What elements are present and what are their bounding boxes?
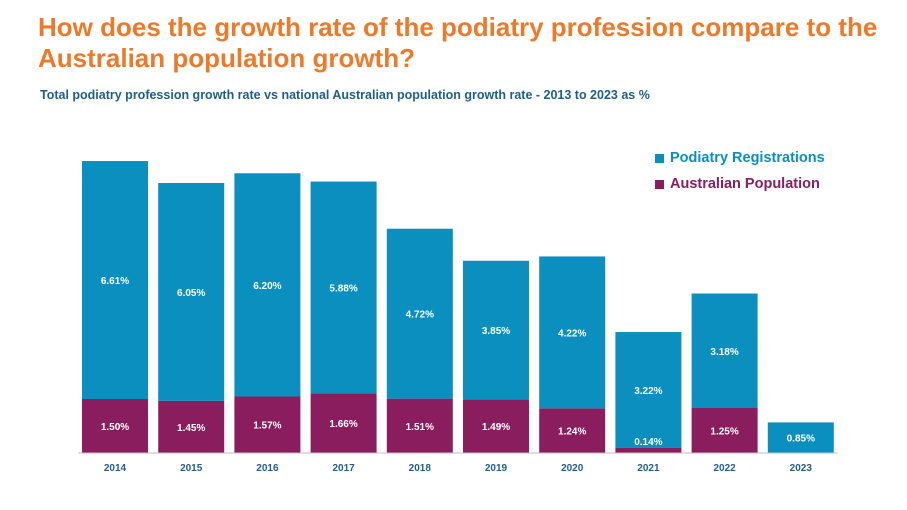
bar-podiatry-2022 <box>691 293 758 408</box>
data-label-podiatry-2014: 6.61% <box>101 276 129 287</box>
data-label-population-2022: 1.25% <box>710 427 738 438</box>
bar-population-2021 <box>615 447 682 453</box>
x-tick-label-2014: 2014 <box>104 463 127 474</box>
x-tick-label-2022: 2022 <box>713 463 736 474</box>
chart-legend: Podiatry Registrations Australian Popula… <box>655 145 825 197</box>
data-label-population-2014: 1.50% <box>101 422 129 433</box>
data-label-population-2021: 0.14% <box>634 437 662 448</box>
x-tick-label-2023: 2023 <box>790 463 813 474</box>
bar-population-2016 <box>234 396 301 453</box>
chart-title: How does the growth rate of the podiatry… <box>38 12 878 73</box>
x-tick-label-2021: 2021 <box>637 463 660 474</box>
data-label-population-2017: 1.66% <box>329 419 357 430</box>
bar-podiatry-2016 <box>234 173 301 397</box>
x-tick-label-2020: 2020 <box>561 463 584 474</box>
bar-population-2014 <box>82 399 148 453</box>
data-label-population-2019: 1.49% <box>482 422 510 433</box>
x-tick-label-2019: 2019 <box>485 463 508 474</box>
legend-item-population: Australian Population <box>655 171 825 197</box>
data-label-podiatry-2017: 5.88% <box>329 283 357 294</box>
x-tick-label-2015: 2015 <box>180 463 203 474</box>
bar-population-2015 <box>158 400 225 453</box>
bar-podiatry-2017 <box>310 181 377 394</box>
data-label-podiatry-2018: 4.72% <box>406 310 434 321</box>
data-label-podiatry-2020: 4.22% <box>558 328 586 339</box>
data-label-podiatry-2022: 3.18% <box>710 347 738 358</box>
data-label-population-2018: 1.51% <box>406 422 434 433</box>
x-tick-label-2017: 2017 <box>332 463 355 474</box>
x-tick-label-2016: 2016 <box>256 463 279 474</box>
bar-podiatry-2023 <box>767 422 834 453</box>
legend-swatch-podiatry <box>655 153 664 163</box>
bar-podiatry-2018 <box>386 228 453 399</box>
data-label-population-2016: 1.57% <box>253 421 281 432</box>
bar-population-2018 <box>386 398 453 453</box>
data-label-population-2020: 1.24% <box>558 427 586 438</box>
bar-population-2019 <box>463 399 529 453</box>
legend-label-podiatry: Podiatry Registrations <box>670 150 825 166</box>
chart-subtitle: Total podiatry profession growth rate vs… <box>40 88 650 102</box>
bar-population-2020 <box>539 408 606 453</box>
bar-population-2022 <box>691 408 758 453</box>
bar-podiatry-2019 <box>463 260 529 400</box>
bar-podiatry-2020 <box>539 256 606 409</box>
bar-podiatry-2015 <box>158 183 225 401</box>
data-label-podiatry-2021: 3.22% <box>634 386 662 397</box>
legend-label-population: Australian Population <box>670 176 820 192</box>
legend-swatch-population <box>655 179 664 189</box>
data-label-population-2015: 1.45% <box>177 423 205 434</box>
data-label-podiatry-2016: 6.20% <box>253 281 281 292</box>
legend-item-podiatry: Podiatry Registrations <box>655 145 825 171</box>
x-tick-label-2018: 2018 <box>409 463 432 474</box>
bar-population-2017 <box>310 393 377 453</box>
data-label-podiatry-2023: 0.85% <box>787 434 815 445</box>
bar-podiatry-2014 <box>82 161 148 399</box>
bar-podiatry-2021 <box>615 332 682 448</box>
data-label-podiatry-2019: 3.85% <box>482 326 510 337</box>
data-label-podiatry-2015: 6.05% <box>177 288 205 299</box>
